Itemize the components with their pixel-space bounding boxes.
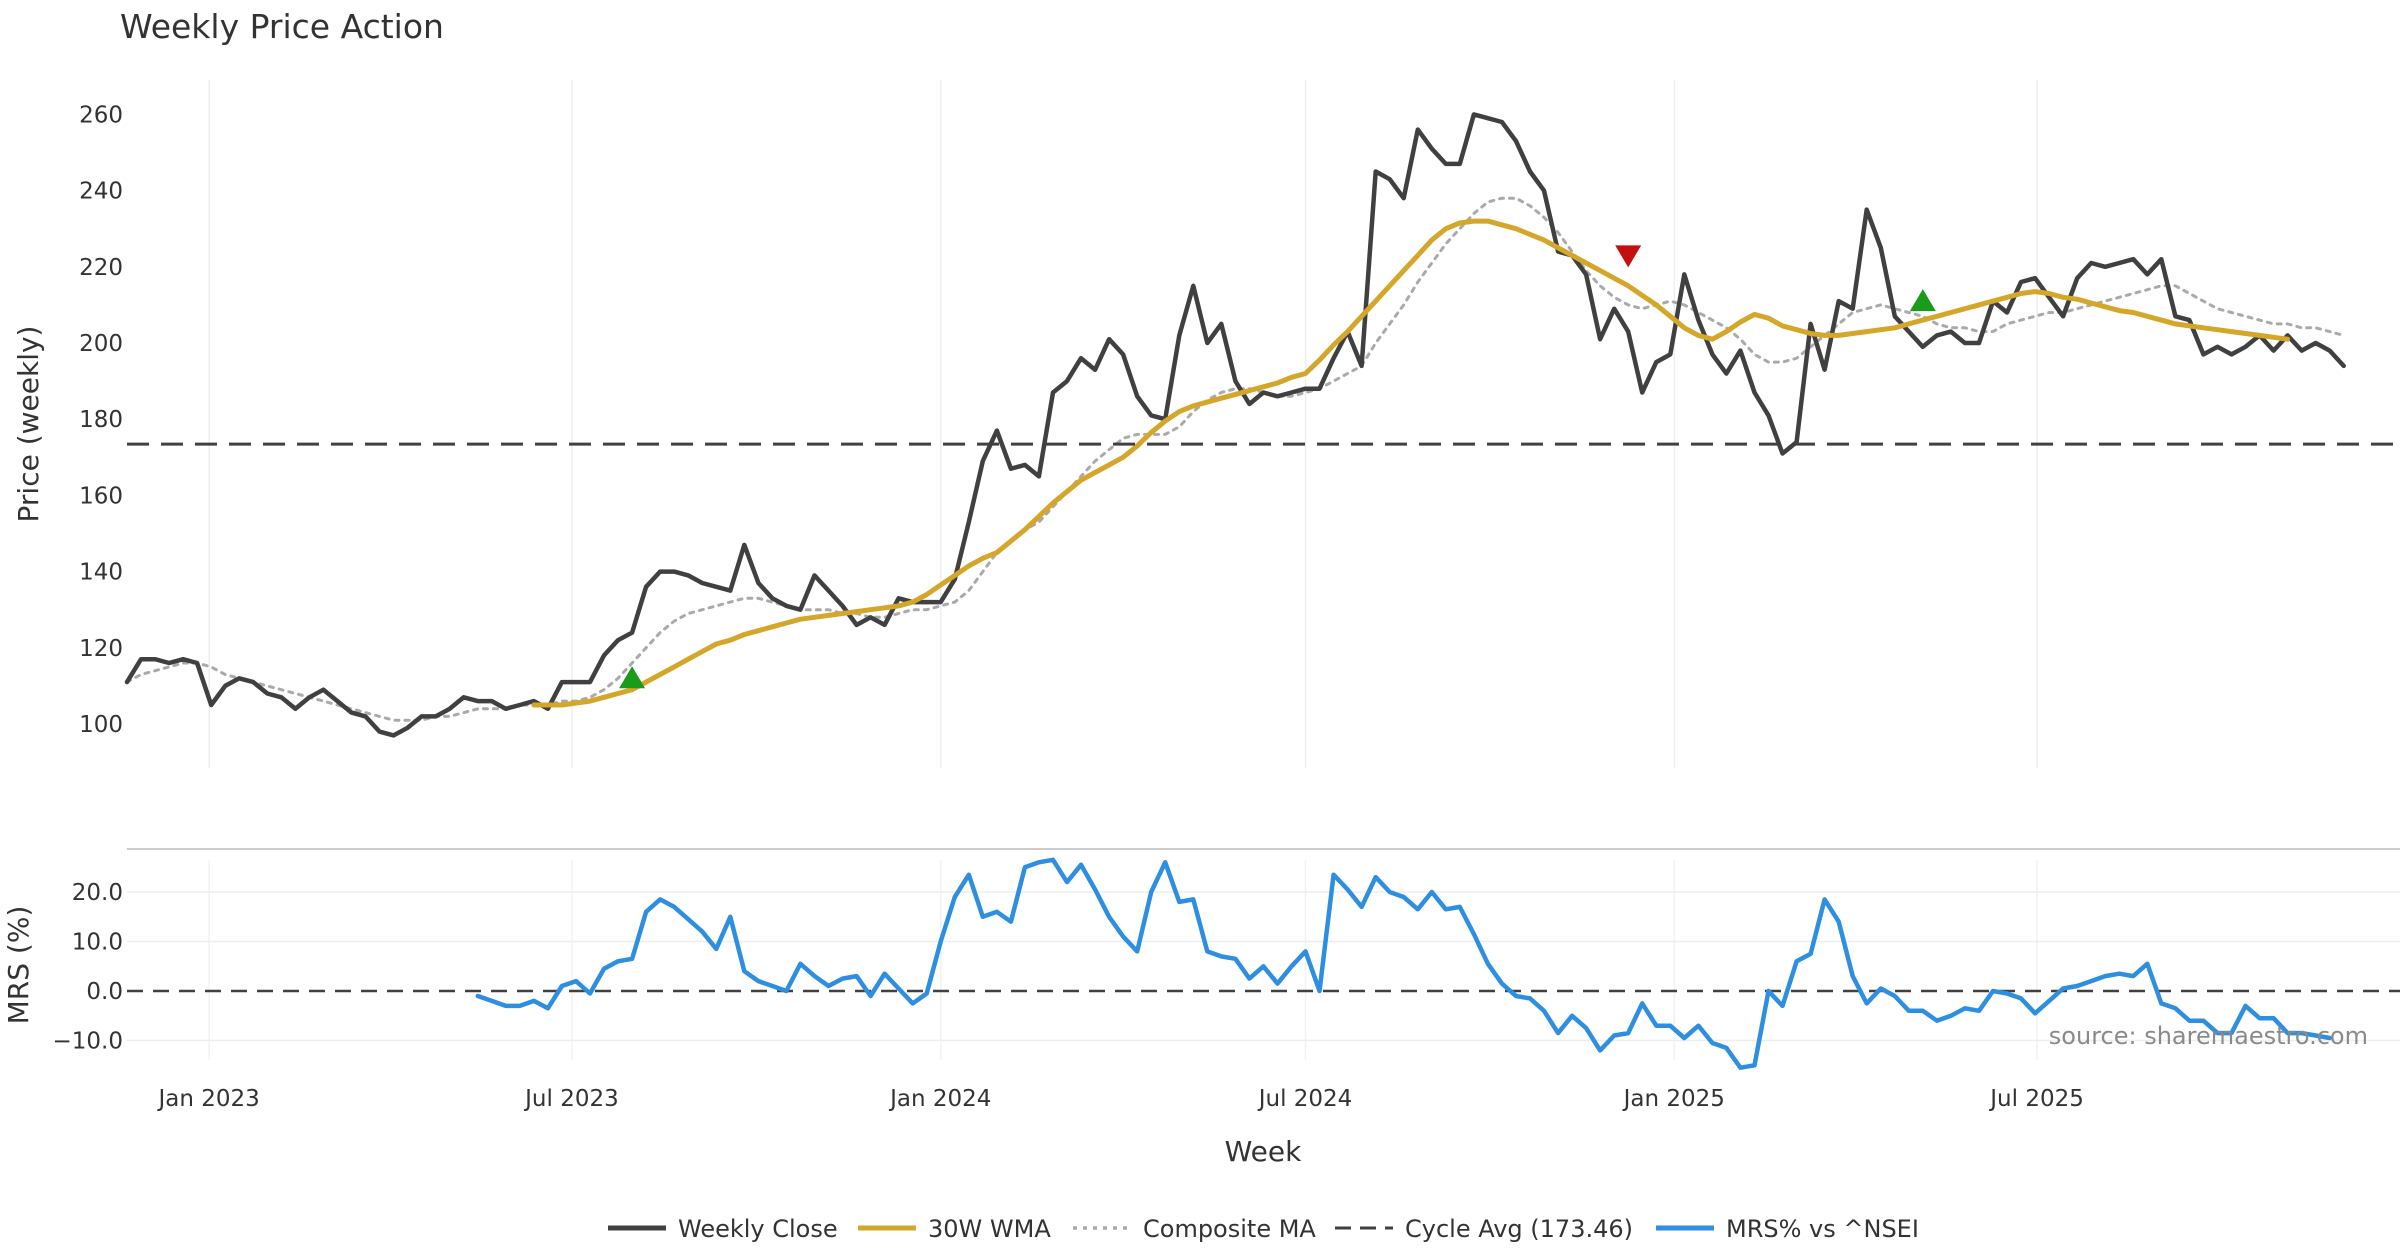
legend-label: MRS% vs ^NSEI xyxy=(1726,1215,1919,1243)
price-y-tick-labels: 100 120 140 160 180 200 220 240 260 xyxy=(79,102,123,738)
price-y-tick-label: 240 xyxy=(79,179,123,205)
price-y-tick-label: 180 xyxy=(79,407,123,433)
buy-signal-marker xyxy=(1909,289,1936,312)
mrs-y-tick-label: 10.0 xyxy=(72,930,123,956)
price-y-tick-label: 200 xyxy=(79,331,123,357)
sell-signal-marker xyxy=(1615,245,1642,268)
x-tick-label: Jan 2025 xyxy=(1622,1086,1725,1112)
price-y-tick-label: 120 xyxy=(79,636,123,662)
mrs-series-group xyxy=(475,857,2332,1070)
price-y-axis-title: Price (weekly) xyxy=(12,326,45,523)
buy-signal-marker xyxy=(619,666,646,689)
price-y-tick-label: 140 xyxy=(79,560,123,586)
price-series-group xyxy=(124,112,2400,738)
signal-markers xyxy=(619,245,1936,689)
weekly-close-line xyxy=(124,112,2346,738)
legend-label: 30W WMA xyxy=(928,1215,1051,1243)
x-tick-labels: Jan 2023 Jul 2023 Jan 2024 Jul 2024 Jan 2025… xyxy=(157,1086,2084,1112)
legend-label: Composite MA xyxy=(1143,1215,1316,1243)
x-tick-label: Jul 2024 xyxy=(1257,1086,1353,1112)
price-y-tick-label: 220 xyxy=(79,255,123,281)
legend-label: Weekly Close xyxy=(678,1215,838,1243)
x-tick-label: Jan 2024 xyxy=(888,1086,991,1112)
mrs-y-tick-label: 0.0 xyxy=(86,979,123,1005)
chart-title: Weekly Price Action xyxy=(120,7,444,46)
wma-30w-line xyxy=(531,218,2291,708)
x-tick-label: Jul 2025 xyxy=(1988,1086,2084,1112)
price-y-tick-label: 160 xyxy=(79,483,123,509)
x-tick-label: Jul 2023 xyxy=(523,1086,619,1112)
legend-label: Cycle Avg (173.46) xyxy=(1405,1215,1633,1243)
mrs-y-axis-title: MRS (%) xyxy=(2,906,35,1025)
composite-ma-line xyxy=(125,196,2346,722)
source-note: source: sharemaestro.com xyxy=(2049,1022,2368,1050)
mrs-y-tick-label: 20.0 xyxy=(72,880,123,906)
mrs-line xyxy=(475,857,2332,1070)
price-gridlines xyxy=(208,80,2038,768)
mrs-y-tick-labels: 20.0 10.0 0.0 −10.0 xyxy=(53,880,123,1055)
mrs-y-tick-label: −10.0 xyxy=(53,1029,123,1055)
x-axis-title: Week xyxy=(1225,1135,1302,1168)
legend: Weekly Close 30W WMA Composite MA Cycle Avg… xyxy=(608,1215,1919,1243)
price-y-tick-label: 100 xyxy=(79,712,123,738)
price-y-tick-label: 260 xyxy=(79,102,123,128)
x-tick-label: Jan 2023 xyxy=(157,1086,260,1112)
